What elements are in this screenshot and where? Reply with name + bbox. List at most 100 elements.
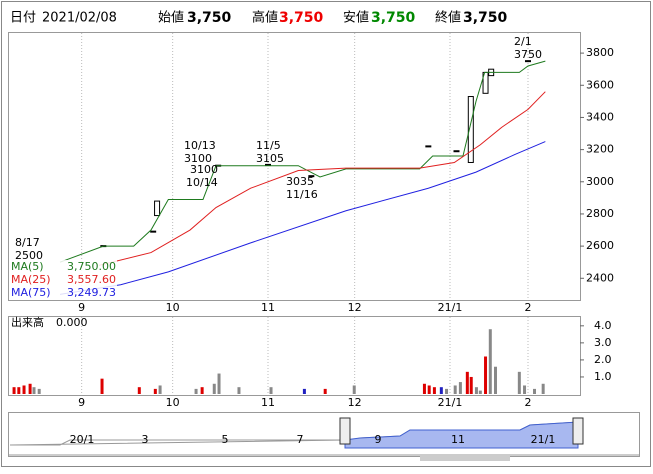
frame <box>1 1 651 467</box>
volume-bar <box>217 373 221 394</box>
legend-name: MA(25) <box>11 273 51 286</box>
volume-bar <box>484 356 488 394</box>
header: 日付 2021/02/08 始値 3,750 高値 3,750 安値 3,750… <box>10 10 508 27</box>
navigator-label: 21/1 <box>531 433 556 446</box>
y-tick-label: 2800 <box>586 207 614 220</box>
volume-title: 出来高 <box>11 315 44 329</box>
volume-bar <box>194 388 198 394</box>
y-tick-label: 3600 <box>586 78 614 91</box>
annotation: 3100 <box>184 152 212 165</box>
volume-bar <box>439 387 443 394</box>
volume-bar <box>302 388 306 394</box>
volume-bar <box>494 366 497 394</box>
annotation: 11/5 <box>256 139 281 152</box>
navigator-handle[interactable] <box>572 417 584 445</box>
open-label: 始値 <box>158 10 184 26</box>
volume-bar <box>158 385 162 394</box>
annotation: 3100 <box>190 163 218 176</box>
low: 3,750 <box>371 10 416 26</box>
ma-line <box>98 91 546 266</box>
x-tick-label: 12 <box>348 396 362 409</box>
annotation: 10/14 <box>186 176 218 189</box>
volume-bar <box>458 382 462 394</box>
volume-bar <box>22 385 26 394</box>
annotation: 3035 <box>286 175 314 188</box>
close: 3,750 <box>463 10 508 26</box>
volume-bar <box>352 385 356 394</box>
x-tick-label: 9 <box>78 301 85 314</box>
y-tick-label: 1.0 <box>594 370 612 383</box>
volume-bar <box>269 387 273 394</box>
y-tick-label: 2600 <box>586 239 614 252</box>
annotation: 2/1 <box>514 35 532 48</box>
legend-name: MA(5) <box>11 260 44 273</box>
navigator-panel <box>8 412 640 457</box>
date-label: 日付 <box>10 11 36 26</box>
volume-bar <box>200 387 204 394</box>
volume-bar <box>474 387 478 394</box>
x-tick-label: 2 <box>525 301 532 314</box>
high: 3,750 <box>279 10 324 26</box>
volume-bar <box>37 388 41 394</box>
legend-value: 3,249.73 <box>67 286 116 299</box>
annotation: 3105 <box>256 152 284 165</box>
annotation: 10/13 <box>184 139 216 152</box>
legend-value: 3,557.60 <box>67 273 116 286</box>
low-label: 安値 <box>343 10 369 26</box>
x-tick-label: 10 <box>166 301 180 314</box>
legend-value: 3,750.00 <box>67 260 116 273</box>
volume-bar <box>478 390 482 394</box>
annotation: 11/16 <box>286 188 318 201</box>
volume-bar <box>153 388 157 394</box>
volume-panel <box>8 316 581 396</box>
y-tick-label: 4.0 <box>594 319 612 332</box>
volume-bar <box>541 383 545 394</box>
volume-bar <box>212 383 216 394</box>
volume-bar <box>432 387 436 394</box>
navigator-label: 11 <box>451 433 465 446</box>
volume-bar <box>445 388 449 394</box>
volume-bar <box>517 371 521 394</box>
navigator-handle[interactable] <box>339 417 351 445</box>
volume-bar <box>323 388 327 394</box>
y-tick-label: 3000 <box>586 175 614 188</box>
volume-bar <box>488 329 492 394</box>
x-tick-label: 21/1 <box>438 396 463 409</box>
volume-bar <box>523 385 527 394</box>
volume-bar <box>469 376 473 394</box>
volume-bar <box>422 383 426 394</box>
volume-bar <box>12 387 16 394</box>
open: 3,750 <box>187 10 232 26</box>
ma-line <box>59 141 546 295</box>
navigator-label: 3 <box>142 433 149 446</box>
volume-bar <box>533 388 536 394</box>
y-tick-label: 3.0 <box>594 336 612 349</box>
x-tick-label: 11 <box>261 301 275 314</box>
price-panel <box>8 32 581 301</box>
date: 2021/02/08 <box>42 11 117 26</box>
x-tick-label: 2 <box>525 396 532 409</box>
y-tick-label: 3800 <box>586 46 614 59</box>
annotation: 2500 <box>15 249 43 262</box>
x-tick-label: 21/1 <box>438 301 463 314</box>
annotation: 3750 <box>514 48 542 61</box>
legend-name: MA(75) <box>11 286 51 299</box>
volume-bar <box>32 387 36 394</box>
close-label: 終値 <box>435 10 461 26</box>
legend <box>9 260 117 300</box>
y-tick-label: 2400 <box>586 271 614 284</box>
high-label: 高値 <box>252 10 278 26</box>
annotation: 8/17 <box>15 236 40 249</box>
navigator-label: 5 <box>222 433 229 446</box>
volume-bar <box>237 387 241 394</box>
volume-bar <box>17 387 21 394</box>
volume-bar <box>427 385 431 394</box>
scrollbar-thumb[interactable] <box>420 455 510 461</box>
x-tick-label: 12 <box>348 301 362 314</box>
candle <box>154 200 161 217</box>
ma-line <box>59 60 546 263</box>
navigator-label: 20/1 <box>70 433 95 446</box>
volume-bar <box>453 385 457 394</box>
volume-bar <box>137 387 141 394</box>
